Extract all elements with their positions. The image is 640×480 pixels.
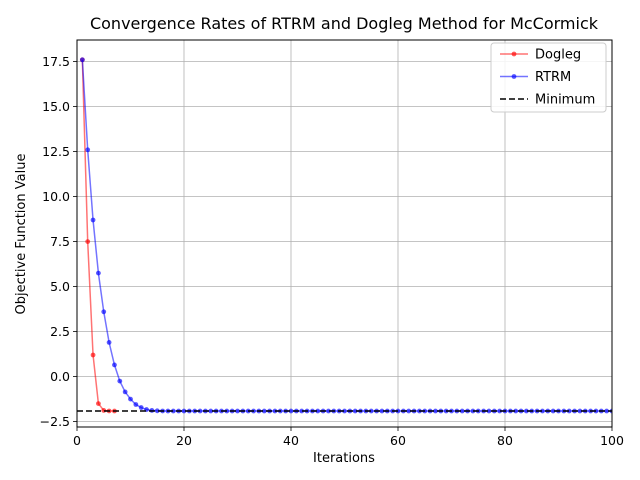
data-point-rtrm	[288, 408, 294, 414]
data-point-rtrm	[486, 408, 492, 414]
legend-label: Minimum	[535, 93, 595, 108]
data-point-rtrm	[128, 396, 133, 402]
data-point-dogleg	[90, 352, 96, 358]
data-point-rtrm	[90, 217, 96, 223]
data-point-rtrm	[138, 405, 144, 410]
legend-marker	[511, 51, 517, 57]
y-tick-label: 10.0	[42, 189, 70, 204]
plot-frame	[76, 39, 613, 428]
y-tick-label: 0.0	[50, 369, 70, 384]
data-point-rtrm	[112, 362, 117, 368]
data-point-rtrm	[524, 408, 529, 414]
data-layer	[77, 57, 612, 414]
data-point-dogleg	[96, 401, 101, 406]
legend-label: RTRM	[535, 70, 571, 85]
data-point-rtrm	[117, 378, 123, 384]
data-point-rtrm	[550, 408, 556, 414]
data-point-rtrm	[154, 408, 160, 414]
data-point-rtrm	[577, 408, 583, 414]
data-point-rtrm	[342, 408, 347, 414]
x-tick-label: 0	[73, 433, 81, 448]
x-tick-label: 40	[283, 433, 299, 448]
data-point-rtrm	[181, 408, 187, 414]
y-tick-label: 5.0	[50, 279, 70, 294]
data-point-rtrm	[208, 408, 214, 414]
data-point-rtrm	[299, 408, 305, 414]
legend-box	[490, 42, 607, 113]
data-point-rtrm	[197, 408, 203, 414]
data-point-rtrm	[122, 389, 128, 395]
data-point-rtrm	[326, 408, 331, 414]
legend-label: Dogleg	[535, 48, 581, 63]
y-tick-label: 15.0	[42, 99, 70, 114]
legend: Dogleg RTRM Minimum	[490, 42, 607, 113]
data-point-rtrm	[379, 408, 385, 414]
data-point-rtrm	[85, 147, 91, 153]
y-tick-label: 7.5	[50, 234, 70, 249]
data-point-rtrm	[170, 408, 176, 414]
y-tick-label: −2.5	[40, 414, 70, 429]
data-point-rtrm	[566, 408, 572, 414]
y-tick-label: 17.5	[42, 54, 70, 69]
x-tick-label: 20	[176, 433, 192, 448]
data-point-rtrm	[352, 408, 358, 414]
plot-area	[77, 57, 612, 414]
data-point-rtrm	[106, 340, 112, 345]
data-point-rtrm	[261, 408, 267, 414]
data-point-rtrm	[459, 408, 465, 414]
data-point-dogleg	[85, 239, 91, 245]
data-point-rtrm	[235, 408, 240, 414]
data-point-rtrm	[433, 408, 438, 414]
data-point-rtrm	[315, 408, 321, 414]
y-tick-label: 2.5	[50, 324, 70, 339]
data-point-rtrm	[513, 408, 519, 414]
x-tick-label: 100	[600, 433, 624, 448]
x-tick-label: 60	[390, 433, 406, 448]
data-point-rtrm	[406, 408, 412, 414]
x-axis-label: Iterations	[313, 451, 375, 466]
data-point-rtrm	[79, 57, 85, 63]
series-line-dogleg	[81, 59, 115, 412]
tick-layer: 0 20 40 60 80 100 −2.5 0.0 2.5 5.0 7.5 10.0 12.5 15.0…	[40, 54, 624, 448]
data-point-rtrm	[133, 402, 139, 407]
data-point-rtrm	[368, 408, 374, 414]
data-point-rtrm	[497, 408, 503, 414]
y-axis-label: Objective Function Value	[14, 154, 29, 315]
legend-marker	[511, 74, 517, 79]
chart-title: Convergence Rates of RTRM and Dogleg Met…	[90, 14, 599, 33]
data-point-rtrm	[272, 408, 278, 414]
data-point-rtrm	[604, 408, 610, 414]
data-point-rtrm	[96, 270, 101, 276]
y-tick-label: 12.5	[42, 144, 70, 159]
data-point-rtrm	[470, 408, 476, 414]
data-point-rtrm	[101, 309, 107, 315]
x-tick-label: 80	[497, 433, 513, 448]
data-point-rtrm	[540, 408, 545, 414]
